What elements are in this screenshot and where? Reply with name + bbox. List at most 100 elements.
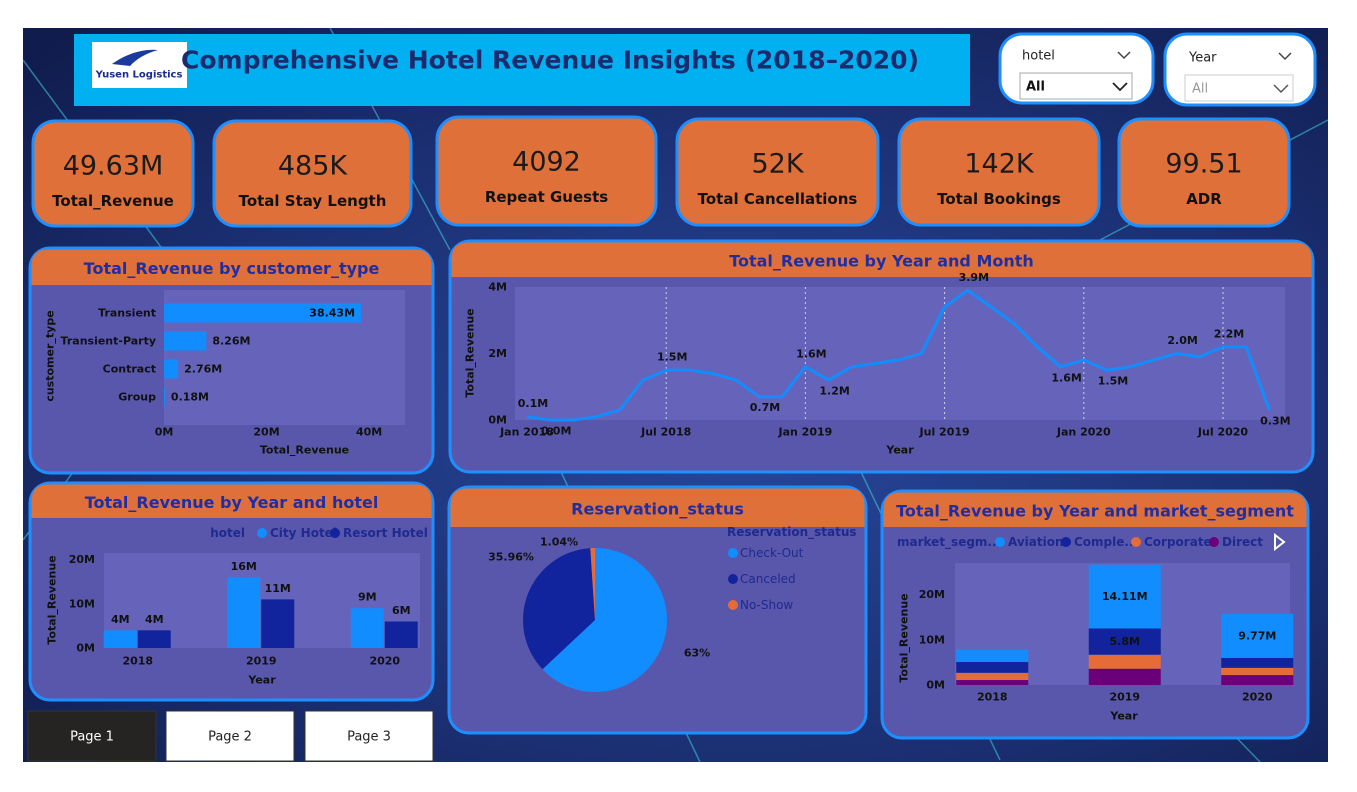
page-button-label: Page 2 [208, 730, 252, 745]
legend-label: Aviation [1008, 535, 1064, 549]
x-axis-title: Year [885, 444, 914, 457]
legend-label: Direct [1222, 535, 1263, 549]
y-tick-label: 0M [926, 679, 945, 692]
legend-label: City Hotel [270, 526, 337, 540]
data-label: 1.04% [540, 536, 578, 549]
kpi-label: Total Stay Length [239, 192, 387, 210]
legend-title: hotel [210, 526, 245, 540]
legend-swatch [1209, 537, 1219, 547]
pie-slice [542, 548, 667, 692]
bar-segment [1221, 613, 1294, 658]
page-button[interactable] [27, 710, 157, 762]
legend-label: Check-Out [740, 546, 804, 560]
legend-swatch [1131, 537, 1141, 547]
data-label: 2.2M [1214, 327, 1244, 340]
bar [164, 359, 179, 379]
x-tick-label: Jul 2019 [919, 426, 970, 439]
data-label: 2.0M [1167, 334, 1197, 347]
bar-segment [1088, 654, 1161, 669]
kpi-card [435, 115, 658, 227]
legend-label: No-Show [740, 598, 793, 612]
data-label: 9.77M [1238, 629, 1276, 642]
data-label: 9M [358, 591, 377, 604]
slicer-dropdown[interactable] [1019, 72, 1133, 100]
data-label: 3.9M [959, 271, 989, 284]
y-tick-label: Contract [103, 363, 156, 376]
data-label: 1.2M [819, 385, 849, 398]
bar [137, 630, 171, 648]
pie-slice [590, 548, 595, 620]
x-axis-title: Year [1109, 710, 1138, 723]
slicer-dropdown[interactable] [1184, 74, 1294, 102]
logo-text: Yusen Logistics [95, 70, 183, 81]
x-tick-label: 2019 [1109, 691, 1140, 704]
kpi-label: Total Bookings [937, 190, 1061, 208]
kpi-value: 142K [964, 149, 1035, 180]
bar-segment [1088, 668, 1161, 685]
data-label: 0.0M [541, 425, 571, 438]
data-label: 4M [111, 613, 130, 626]
legend-label: Resort Hotel [343, 526, 428, 540]
data-label: 35.96% [488, 551, 534, 564]
x-tick-label: 20M [253, 426, 279, 439]
bar-segment [956, 661, 1029, 673]
kpi-card [675, 117, 880, 227]
legend-next-arrow[interactable] [1274, 532, 1286, 552]
legend-swatch [330, 528, 340, 538]
y-tick-label: 2M [488, 347, 507, 360]
bar [227, 577, 261, 648]
bar-segment [1088, 628, 1161, 655]
y-tick-label: 4M [488, 281, 507, 294]
panel-title: Total_Revenue by Year and Month [729, 252, 1034, 271]
bar [261, 599, 295, 648]
data-label: 2.76M [184, 363, 222, 376]
panel-header [450, 488, 865, 527]
x-tick-label: 40M [356, 426, 382, 439]
x-tick-label: Jul 2018 [640, 426, 691, 439]
data-label: 4M [145, 613, 164, 626]
data-label: 5.8M [1110, 635, 1140, 648]
chevron [1273, 84, 1289, 94]
kpi-label: ADR [1186, 190, 1222, 208]
panel-header [31, 249, 432, 285]
y-axis-title: Total_Revenue [898, 593, 911, 682]
slicer-label: hotel [1022, 49, 1055, 64]
y-tick-label: Transient [98, 307, 156, 320]
legend-swatch [995, 537, 1005, 547]
y-tick-label: 10M [69, 597, 95, 610]
data-label: 0.7M [750, 401, 780, 414]
legend-swatch [1061, 537, 1071, 547]
y-axis-title: Total_Revenue [464, 308, 477, 397]
bar [164, 303, 362, 323]
bar-segment [956, 672, 1029, 681]
x-tick-label: 2019 [246, 655, 277, 668]
chevron [1278, 52, 1292, 61]
x-tick-label: Jan 2018 [499, 426, 554, 439]
data-label: 16M [231, 560, 257, 573]
data-label: 8.26M [212, 335, 250, 348]
slicer-value: All [1026, 80, 1045, 95]
page-button[interactable] [304, 710, 434, 762]
bar-segment [1221, 667, 1294, 676]
bar [384, 621, 418, 648]
page-button-label: Page 3 [347, 730, 391, 745]
slicer-label: Year [1188, 51, 1217, 66]
legend-label: Corporate [1144, 535, 1212, 549]
page-button[interactable] [165, 710, 295, 762]
y-tick-label: 0M [488, 414, 507, 427]
x-tick-label: 2018 [977, 691, 1008, 704]
bar [164, 331, 207, 351]
legend-title: market_segm... [897, 535, 1001, 550]
kpi-label: Repeat Guests [485, 188, 608, 206]
data-label: 63% [684, 647, 710, 660]
panel-header [883, 492, 1307, 527]
legend-label: Canceled [740, 572, 796, 586]
x-tick-label: 0M [155, 426, 174, 439]
plot-area [515, 287, 1285, 420]
kpi-value: 99.51 [1165, 149, 1242, 180]
logo-box [92, 42, 187, 88]
bar-segment [1221, 657, 1294, 668]
legend-swatch [728, 574, 738, 584]
data-label: 1.5M [1098, 375, 1128, 388]
